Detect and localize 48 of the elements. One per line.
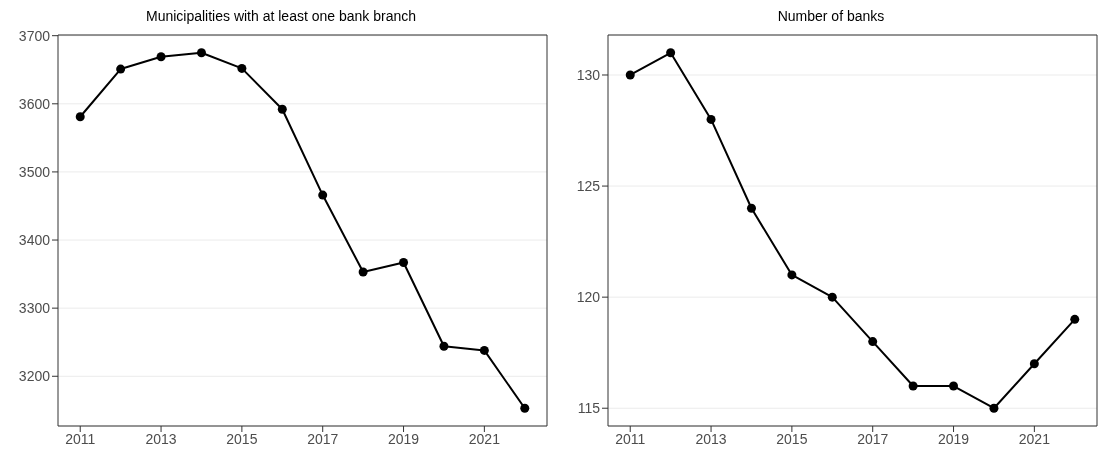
y-tick-label: 3200 [18,368,51,385]
x-tick-label: 2019 [387,430,420,447]
point [156,52,166,62]
y-tick-label: 115 [577,400,601,417]
x-tick-label: 2019 [937,430,970,447]
point [399,258,409,268]
point [827,292,837,302]
point [1029,359,1039,369]
point [746,203,756,213]
point [439,341,449,351]
chart-title: Municipalities with at least one bank branch [144,8,417,26]
x-tick-label: 2021 [1018,430,1051,447]
y-tick-label: 125 [576,178,601,195]
point [908,381,918,391]
y-tick-label: 3600 [18,95,51,112]
y-tick-label: 130 [576,66,601,83]
point [787,270,797,280]
point [989,403,999,413]
y-tick-label: 3500 [18,163,51,180]
point [196,48,206,58]
point [358,267,368,277]
point [116,64,126,74]
x-tick-label: 2011 [65,430,96,447]
point [277,104,287,114]
x-tick-label: 2013 [695,430,727,447]
x-tick-label: 2011 [615,430,646,447]
point [520,403,530,413]
x-tick-label: 2015 [776,430,808,447]
y-tick-label: 3400 [18,232,51,249]
x-tick-label: 2015 [226,430,258,447]
y-tick-label: 120 [576,289,601,306]
point [479,345,489,355]
point [868,337,878,347]
point [666,48,676,58]
point [706,114,716,124]
point [318,190,328,200]
x-tick-label: 2017 [307,430,339,447]
y-tick-label: 3300 [18,300,51,317]
x-tick-label: 2017 [857,430,889,447]
point [237,63,247,73]
x-tick-label: 2021 [468,430,501,447]
point [75,112,85,122]
y-tick-label: 3700 [18,27,51,44]
x-tick-label: 2013 [145,430,177,447]
chart-title: Number of banks [776,8,886,26]
point [1070,314,1080,324]
point [625,70,635,80]
point [949,381,959,391]
